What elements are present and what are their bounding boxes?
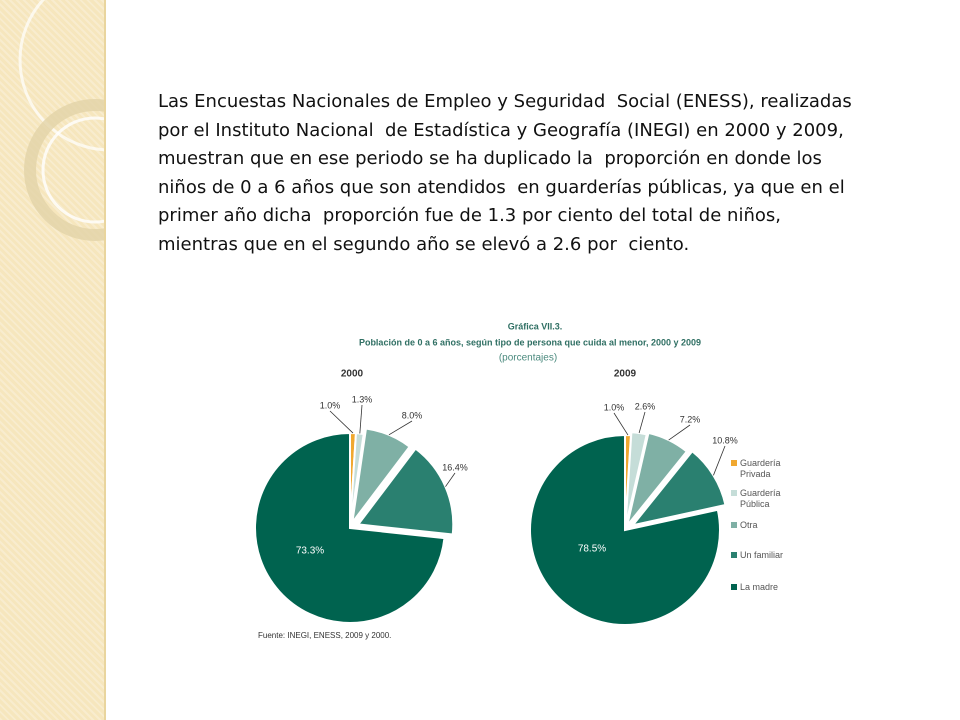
legend-swatch xyxy=(731,460,737,466)
value-label: 8.0% xyxy=(402,410,423,420)
figure-unit: (porcentajes) xyxy=(499,353,557,364)
legend-label: La madre xyxy=(740,582,779,592)
legend-entry: Otra xyxy=(731,520,795,531)
paragraph-line: por el Instituto Nacional de Estadística… xyxy=(158,119,844,141)
pie-slice xyxy=(626,431,689,527)
leader-line xyxy=(668,424,691,441)
leader-line xyxy=(638,411,646,434)
value-label: 10.8% xyxy=(712,435,738,445)
figure-title: Gráfica VII.3. xyxy=(508,321,563,331)
pie-title: 2009 xyxy=(614,369,637,380)
leader-line xyxy=(359,404,363,434)
legend-swatch xyxy=(731,522,737,528)
paragraph-line: mientras que en el segundo año se elevó … xyxy=(158,233,690,255)
leader-line xyxy=(329,410,354,434)
legend-entry: Guardería Pública xyxy=(731,488,795,510)
legend-entry: La madre xyxy=(731,582,795,593)
pie-slice xyxy=(356,447,455,536)
legend-label: Un familiar xyxy=(740,550,784,560)
paragraph: Las Encuestas Nacionales de Empleo y Seg… xyxy=(158,88,852,259)
figure-source: Fuente: INEGI, ENESS, 2009 y 2000. xyxy=(258,631,391,640)
value-label: 7.2% xyxy=(680,414,701,424)
leader-line xyxy=(445,472,456,487)
legend-label: Guardería Privada xyxy=(740,458,781,479)
value-label: 78.5% xyxy=(578,544,606,555)
leader-line xyxy=(713,445,726,476)
value-label: 73.3% xyxy=(296,546,324,557)
legend-swatch xyxy=(731,552,737,558)
paragraph-line: muestran que en ese periodo se ha duplic… xyxy=(158,148,822,169)
value-label: 1.3% xyxy=(352,394,373,404)
paragraph-line: Las Encuestas Nacionales de Empleo y Seg… xyxy=(158,91,852,112)
legend-label: Guardería Pública xyxy=(740,488,781,509)
legend-swatch xyxy=(731,584,737,590)
value-label: 1.0% xyxy=(604,402,625,412)
legend-swatch xyxy=(731,490,737,496)
leader-line xyxy=(613,412,629,436)
paragraph-line: primer año dicha proporción fue de 1.3 p… xyxy=(158,205,781,226)
figure-subtitle: Población de 0 a 6 años, según tipo de p… xyxy=(359,337,701,347)
legend-entry: Un familiar xyxy=(731,550,795,561)
pie-slice xyxy=(254,431,446,624)
value-label: 2.6% xyxy=(635,401,656,411)
leader-line xyxy=(388,420,413,436)
legend-label: Otra xyxy=(740,520,758,530)
value-label: 1.0% xyxy=(320,400,341,410)
value-label: 16.4% xyxy=(442,462,468,472)
decor-strip xyxy=(0,0,106,720)
pie-title: 2000 xyxy=(341,369,364,380)
pie-slice xyxy=(529,433,721,626)
legend-entry: Guardería Privada xyxy=(731,458,795,480)
decor xyxy=(18,0,104,241)
paragraph-line: niños de 0 a 6 años que son atendidos en… xyxy=(158,176,845,198)
